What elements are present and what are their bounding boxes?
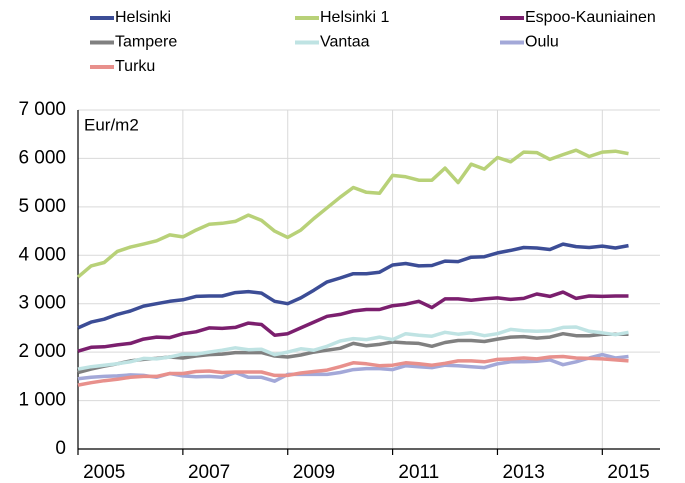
legend-label: Tampere	[115, 34, 177, 51]
y-tick-label: 2 000	[18, 341, 66, 362]
legend-label: Vantaa	[320, 34, 370, 51]
x-tick-label: 2011	[398, 462, 439, 483]
series-line	[77, 354, 629, 387]
series-line	[76, 148, 629, 279]
y-tick-label: 4 000	[18, 244, 66, 265]
legend-label: Espoo-Kauniainen	[525, 9, 656, 26]
y-tick-label: 1 000	[18, 390, 66, 411]
y-tick-label: 7 000	[18, 99, 66, 120]
legend-label: Oulu	[525, 34, 559, 51]
x-tick-label: 2007	[188, 462, 230, 483]
legend-label: Helsinki 1	[320, 9, 389, 26]
y-tick-label: 6 000	[18, 147, 66, 168]
x-tick-label: 2015	[607, 462, 649, 483]
y-axis-label: Eur/m2	[84, 115, 139, 134]
series-line	[77, 325, 629, 371]
x-tick-label: 2009	[293, 462, 335, 483]
legend-label: Turku	[115, 58, 155, 75]
series-line	[77, 290, 629, 353]
y-tick-label: 5 000	[18, 196, 66, 217]
legend-label: Helsinki	[115, 9, 171, 26]
x-tick-label: 2013	[503, 462, 545, 483]
x-tick-label: 2005	[83, 462, 125, 483]
y-tick-label: 0	[55, 438, 66, 459]
series-line	[77, 242, 629, 330]
y-tick-label: 3 000	[18, 293, 66, 314]
